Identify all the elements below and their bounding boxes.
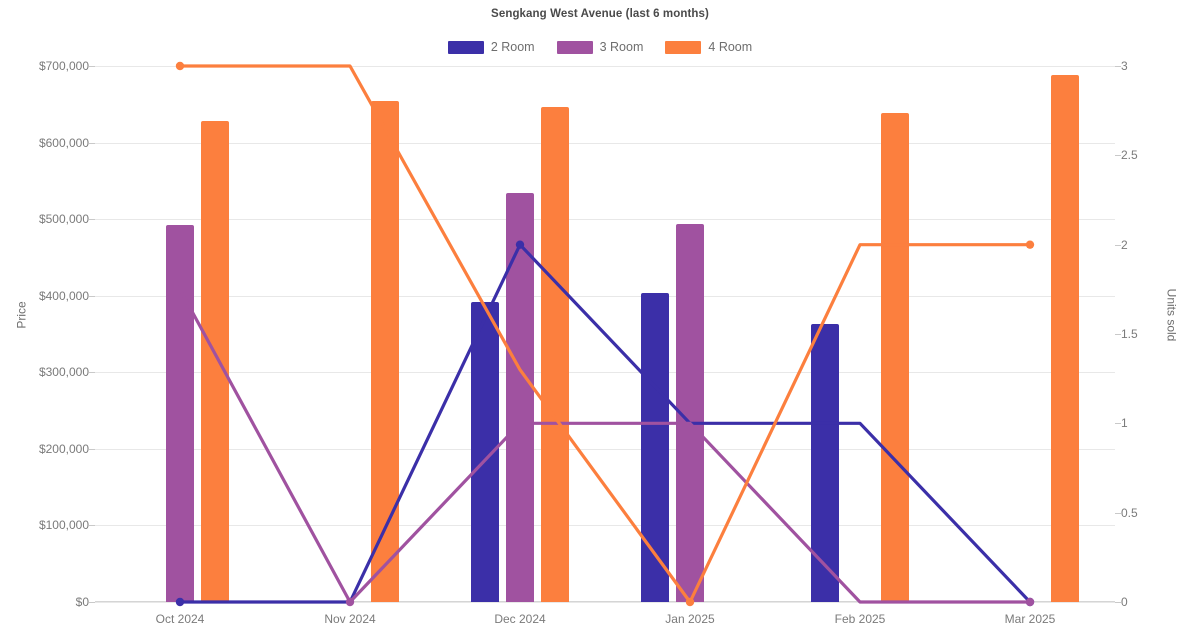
x-axis-tick-label: Oct 2024 xyxy=(155,612,205,626)
y-axis-title-price: Price xyxy=(14,301,29,329)
gridline xyxy=(95,448,1115,450)
gridline xyxy=(95,525,1115,527)
y-axis-tick-label-units: 1.5 xyxy=(1121,327,1138,341)
y-axis-tickmark-left xyxy=(89,295,95,297)
gridline xyxy=(95,219,1115,221)
chart-legend: 2 Room 3 Room 4 Room xyxy=(0,40,1200,54)
x-axis-tick-label: Feb 2025 xyxy=(834,612,886,626)
y-axis-tickmark-left xyxy=(89,448,95,450)
bar-3-room[interactable] xyxy=(505,193,535,602)
y-axis-tick-label-price: $200,000 xyxy=(38,441,89,456)
y-axis-tickmark-right xyxy=(1115,423,1121,425)
y-axis-tick-label-price: $0 xyxy=(75,595,89,609)
bar-2-room[interactable] xyxy=(810,324,839,602)
y-axis-tickmark-right xyxy=(1115,602,1121,603)
legend-label: 3 Room xyxy=(599,40,644,54)
legend-swatch-icon xyxy=(556,40,593,54)
legend-item-4-room[interactable]: 4 Room xyxy=(665,40,752,54)
line-series-overlay xyxy=(175,61,1035,607)
bar-4-room[interactable] xyxy=(201,121,230,602)
y-axis-tick-label-units: 2.5 xyxy=(1121,148,1138,163)
bar-4-room[interactable] xyxy=(541,107,570,602)
y-axis-tickmark-left xyxy=(89,66,95,67)
gridline xyxy=(95,295,1115,297)
y-axis-tick-label-units: 2 xyxy=(1121,237,1128,252)
legend-item-2-room[interactable]: 2 Room xyxy=(447,40,535,54)
y-axis-tick-label-price: $500,000 xyxy=(38,212,89,227)
y-axis-title-units-sold: Units sold xyxy=(1164,288,1179,342)
legend-label: 2 Room xyxy=(490,40,535,54)
y-axis-tick-label-price: $300,000 xyxy=(38,365,89,380)
bar-4-room[interactable] xyxy=(371,101,400,602)
legend-swatch-icon xyxy=(447,40,484,54)
x-axis-tick-label: Jan 2025 xyxy=(665,612,715,626)
legend-label: 4 Room xyxy=(708,40,753,54)
y-axis-tick-label-price: $100,000 xyxy=(38,518,89,533)
gridline xyxy=(95,602,1115,603)
y-axis-tick-label-units: 3 xyxy=(1121,59,1128,73)
y-axis-tick-label-price: $600,000 xyxy=(38,135,89,150)
y-axis-tickmark-right xyxy=(1115,512,1121,514)
y-axis-tickmark-left xyxy=(89,372,95,374)
bar-2-room[interactable] xyxy=(640,293,669,602)
bar-4-room[interactable] xyxy=(881,112,910,602)
gridline xyxy=(95,66,1115,67)
y-axis-tickmark-left xyxy=(89,602,95,603)
x-axis-tick-label: Nov 2024 xyxy=(324,612,376,626)
plot-area: $0 $100,000 $200,000 $300,000 $400,000 $500,0… xyxy=(39,59,1138,626)
chart-title: Sengkang West Avenue (last 6 months) xyxy=(491,8,709,20)
y-axis-tickmark-right xyxy=(1115,66,1121,67)
y-axis-tickmark-right xyxy=(1115,244,1121,246)
bar-4-room[interactable] xyxy=(1051,75,1080,602)
y-axis-tick-label-units: 0 xyxy=(1121,595,1128,609)
legend-item-3-room[interactable]: 3 Room xyxy=(556,40,644,54)
y-axis-tick-label-price: $700,000 xyxy=(38,59,89,73)
bar-2-room[interactable] xyxy=(470,301,499,602)
bar-3-room[interactable] xyxy=(165,225,195,602)
y-axis-tickmark-left xyxy=(89,142,95,144)
y-axis-tickmark-right xyxy=(1115,334,1121,335)
x-axis-line xyxy=(95,601,1115,602)
line-marker-4-room[interactable] xyxy=(1025,240,1035,249)
y-axis-tick-label-units: 1 xyxy=(1121,416,1128,431)
bar-3-room[interactable] xyxy=(675,223,705,602)
gridline xyxy=(95,372,1115,374)
y-axis-tickmark-right xyxy=(1115,155,1121,157)
y-axis-tick-label-price: $400,000 xyxy=(38,288,89,303)
legend-swatch-icon xyxy=(665,40,702,54)
y-axis-tickmark-left xyxy=(89,219,95,221)
gridline xyxy=(95,142,1115,144)
x-axis-tick-label: Mar 2025 xyxy=(1004,612,1056,626)
y-axis-tick-label-units: 0.5 xyxy=(1121,505,1138,520)
y-axis-tickmark-left xyxy=(89,525,95,527)
x-axis-tick-label: Dec 2024 xyxy=(494,612,546,626)
